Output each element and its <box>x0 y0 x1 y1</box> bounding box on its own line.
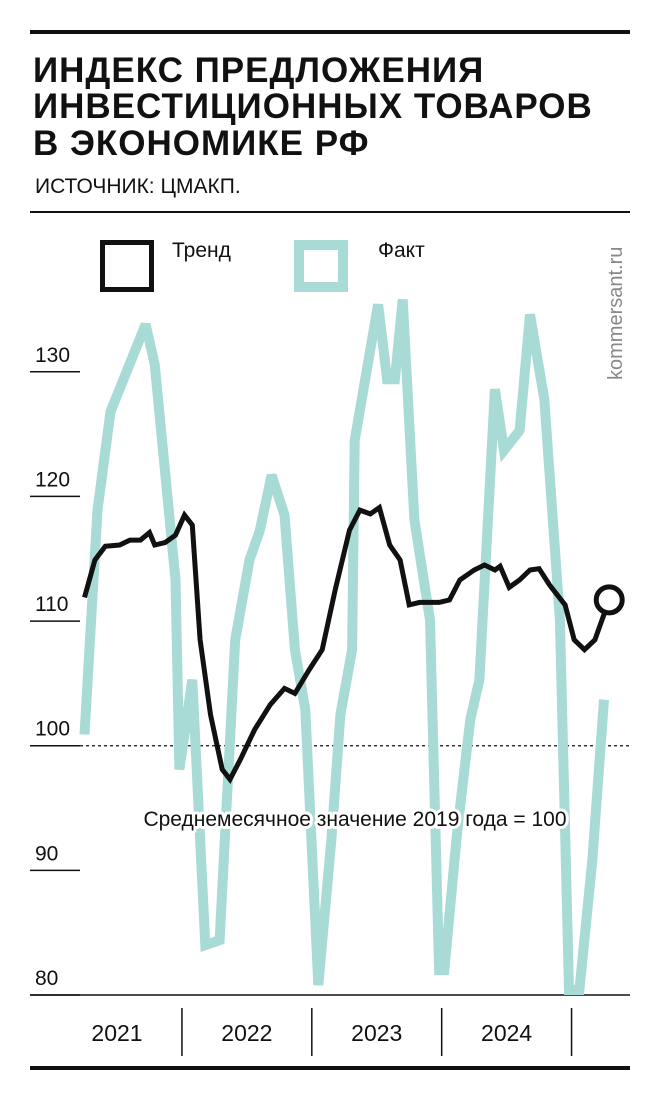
y-tick-label: 120 <box>35 468 70 491</box>
chart-title: ИНВЕСТИЦИОННЫХ ТОВАРОВ <box>33 87 593 126</box>
legend-label: Тренд <box>172 239 231 262</box>
chart-title: ИНДЕКС ПРЕДЛОЖЕНИЯ <box>33 51 484 90</box>
legend-swatch <box>294 240 348 292</box>
watermark: kommersant.ru <box>605 247 627 380</box>
legend-swatch <box>100 240 154 292</box>
x-tick-label: 2024 <box>481 1020 532 1046</box>
y-tick-label: 130 <box>35 344 70 367</box>
y-tick-label: 80 <box>35 967 58 990</box>
y-tick-label: 100 <box>35 718 70 741</box>
legend-label: Факт <box>378 239 425 262</box>
x-tick-label: 2022 <box>221 1020 272 1046</box>
chart-title: В ЭКОНОМИКЕ РФ <box>33 124 370 163</box>
end-marker <box>593 584 625 616</box>
chart-subtitle: ИСТОЧНИК: ЦМАКП. <box>35 175 241 198</box>
x-tick-label: 2023 <box>351 1020 402 1046</box>
x-tick-label: 2021 <box>91 1020 142 1046</box>
reference-label: Среднемесячное значение 2019 года = 100 <box>143 808 566 831</box>
y-tick-label: 90 <box>35 842 58 865</box>
series-line <box>79 299 609 995</box>
y-tick-label: 110 <box>35 593 68 616</box>
series-line <box>82 503 612 785</box>
